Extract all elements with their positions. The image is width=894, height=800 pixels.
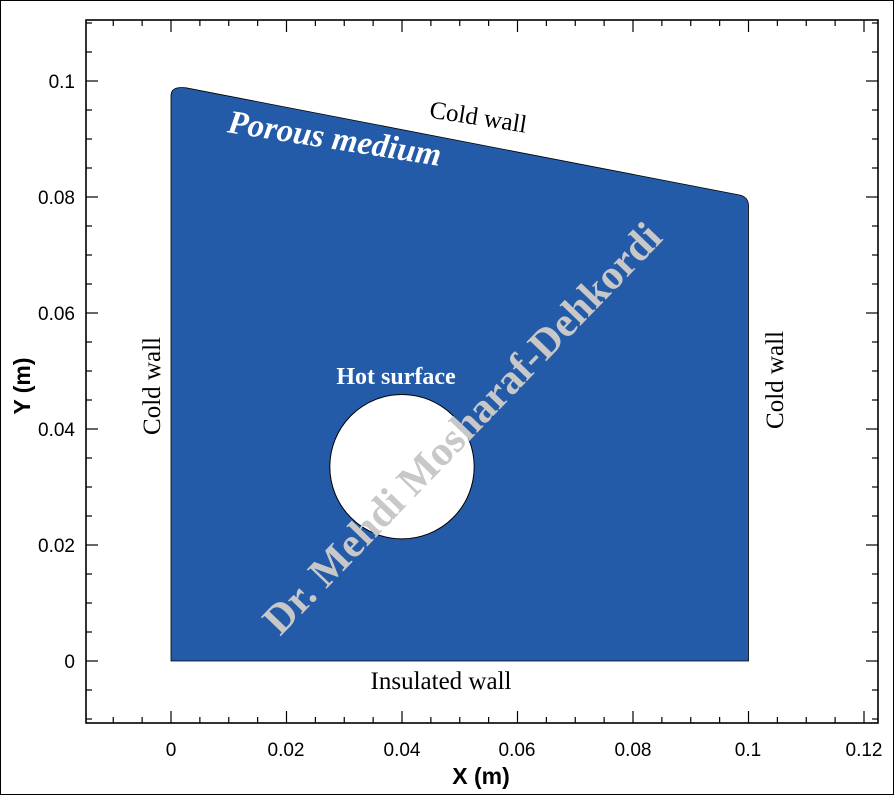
x-tick-label: 0.06 bbox=[499, 740, 536, 761]
y-tick-label: 0.1 bbox=[49, 72, 75, 93]
y-tick-label: 0.08 bbox=[38, 188, 75, 209]
y-tick-label: 0.04 bbox=[38, 420, 75, 441]
x-tick-label: 0.04 bbox=[384, 740, 421, 761]
porous-domain bbox=[170, 87, 749, 662]
hot-surface-cylinder bbox=[329, 394, 475, 540]
x-tick-label: 0.02 bbox=[268, 740, 305, 761]
x-tick-label: 0.08 bbox=[615, 740, 652, 761]
hot-surface-label: Hot surface bbox=[336, 364, 456, 390]
axis-ticks bbox=[86, 20, 878, 723]
right-wall-label: Cold wall bbox=[762, 331, 789, 429]
x-tick-label: 0 bbox=[166, 740, 177, 761]
x-tick-labels: 0 0.02 0.04 0.06 0.08 0.1 0.12 bbox=[166, 740, 883, 761]
x-tick-label: 0.1 bbox=[735, 740, 761, 761]
y-axis-title: Y (m) bbox=[9, 357, 35, 414]
y-tick-label: 0 bbox=[64, 652, 75, 673]
x-axis-title: X (m) bbox=[452, 763, 510, 789]
y-tick-labels: 0 0.02 0.04 0.06 0.08 0.1 bbox=[38, 72, 75, 673]
y-tick-label: 0.06 bbox=[38, 304, 75, 325]
y-tick-label: 0.02 bbox=[38, 536, 75, 557]
bottom-wall-label: Insulated wall bbox=[371, 668, 512, 695]
left-wall-label: Cold wall bbox=[139, 337, 166, 435]
x-tick-label: 0.12 bbox=[846, 740, 883, 761]
